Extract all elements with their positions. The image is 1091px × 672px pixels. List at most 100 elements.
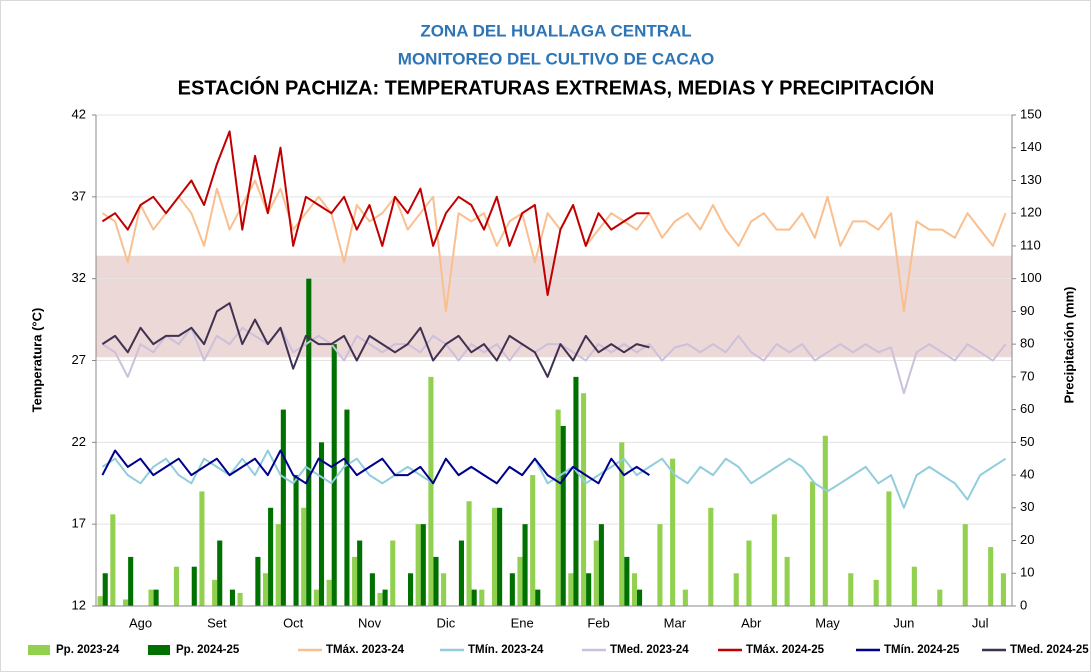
bar — [593, 540, 599, 606]
y2-tick-label: 130 — [1020, 172, 1042, 187]
y2-tick-label: 100 — [1020, 270, 1042, 285]
bar — [428, 376, 434, 606]
bar — [848, 573, 854, 606]
bar — [471, 589, 477, 606]
y-tick-label: 12 — [72, 597, 86, 612]
title-line: ZONA DEL HUALLAGA CENTRAL — [420, 21, 691, 40]
bar — [369, 573, 375, 606]
line — [101, 449, 650, 485]
y2-tick-label: 30 — [1020, 499, 1034, 514]
y2-tick-label: 0 — [1020, 597, 1027, 612]
bar — [810, 481, 816, 606]
bar — [313, 589, 319, 606]
x-tick-label: Set — [207, 615, 227, 630]
bar — [555, 409, 561, 606]
line — [101, 130, 650, 296]
line — [101, 326, 1007, 395]
bar — [733, 573, 739, 606]
legend-label: Pp. 2023-24 — [56, 644, 120, 656]
bar — [822, 435, 828, 606]
x-tick-label: Feb — [587, 615, 609, 630]
y2-tick-label: 140 — [1020, 139, 1042, 154]
x-tick-label: Nov — [358, 615, 382, 630]
bar — [199, 491, 205, 606]
shaded-band — [96, 255, 1012, 358]
y2-tick-label: 110 — [1020, 237, 1041, 252]
legend-label: TMed. 2023-24 — [610, 644, 689, 656]
bar — [598, 524, 604, 606]
bar — [873, 579, 879, 606]
bar — [415, 524, 421, 606]
bar — [306, 278, 312, 606]
x-tick-label: Ene — [511, 615, 534, 630]
bar — [237, 592, 243, 606]
bar — [771, 514, 777, 606]
bar — [123, 599, 129, 606]
bar — [670, 458, 676, 606]
y2-tick-label: 10 — [1020, 565, 1034, 580]
legend-label: TMín. 2024-25 — [884, 644, 960, 656]
y2-tick-label: 20 — [1020, 532, 1034, 547]
chart-title: ESTACIÓN PACHIZA: TEMPERATURAS EXTREMAS,… — [178, 75, 935, 99]
bar — [420, 524, 426, 606]
bar — [357, 540, 363, 606]
bar — [962, 524, 968, 606]
bar — [173, 566, 180, 606]
y2-tick-label: 60 — [1020, 401, 1034, 416]
x-tick-label: Jul — [972, 615, 989, 630]
bar — [97, 596, 103, 606]
bar — [637, 589, 643, 606]
bar — [491, 507, 498, 606]
y-tick-label: 27 — [72, 352, 86, 367]
bar — [110, 514, 116, 606]
bar — [509, 573, 515, 606]
y2-tick-label: 150 — [1020, 106, 1042, 121]
x-tick-label: Abr — [741, 615, 762, 630]
bar — [466, 501, 472, 606]
bar — [268, 507, 274, 606]
bar — [212, 579, 218, 606]
bar — [624, 556, 630, 606]
bar — [682, 589, 688, 606]
y-tick-label: 37 — [72, 188, 86, 203]
x-tick-label: Mar — [664, 615, 687, 630]
bar — [352, 556, 358, 606]
bar — [128, 556, 134, 606]
y2-tick-label: 40 — [1020, 467, 1034, 482]
legend-label: TMáx. 2023-24 — [326, 644, 405, 656]
bar — [497, 507, 503, 606]
y-tick-label: 32 — [72, 270, 86, 285]
bar — [619, 442, 625, 606]
bar — [326, 579, 332, 606]
bar — [586, 573, 592, 606]
bar — [530, 475, 536, 606]
y-tick-label: 17 — [72, 516, 86, 531]
bar — [382, 589, 388, 606]
bar — [535, 589, 541, 606]
y2-tick-label: 50 — [1020, 434, 1034, 449]
x-tick-label: Dic — [436, 615, 455, 630]
y-tick-label: 42 — [72, 106, 86, 121]
title-line: MONITOREO DEL CULTIVO DE CACAO — [398, 49, 714, 68]
line — [101, 179, 1007, 313]
bar — [377, 592, 383, 606]
legend-label: TMín. 2023-24 — [468, 644, 544, 656]
bar — [433, 556, 439, 606]
bar — [560, 425, 566, 606]
bar — [988, 547, 994, 606]
bar — [886, 491, 892, 606]
bar — [331, 344, 337, 606]
bar — [746, 540, 752, 606]
bar — [517, 556, 523, 606]
bar — [1000, 573, 1006, 606]
bar — [458, 540, 464, 606]
legend-label: TMed. 2024-25 — [1010, 644, 1089, 656]
y-axis-label: Temperatura (°C) — [29, 308, 44, 413]
x-tick-label: Jun — [893, 615, 914, 630]
bar — [657, 524, 663, 606]
bar — [217, 540, 223, 606]
bar — [581, 393, 587, 606]
y2-tick-label: 120 — [1020, 205, 1042, 220]
legend-swatch — [28, 645, 50, 655]
